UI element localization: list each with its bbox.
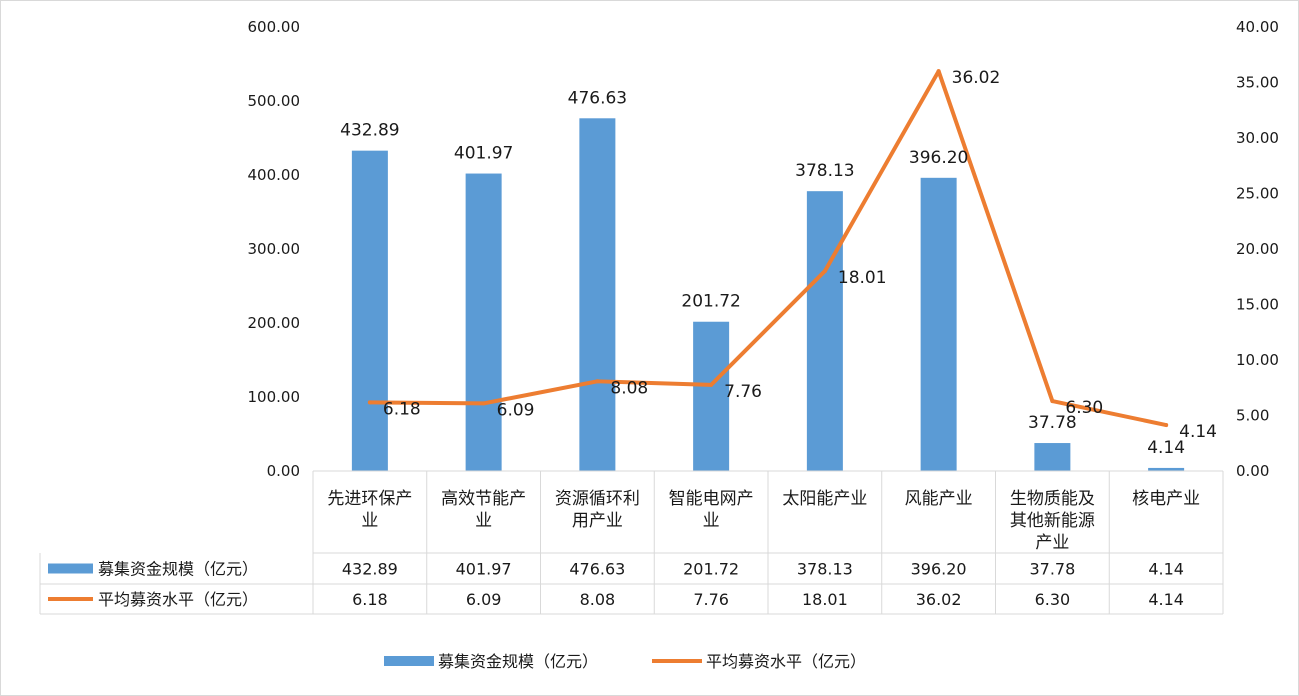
bar [465, 173, 502, 471]
y-right-tick-label: 5.00 [1236, 407, 1269, 425]
y-left-tick-label: 300.00 [248, 240, 301, 258]
category-label-line: 业 [475, 511, 492, 531]
y-left-tick-label: 100.00 [248, 388, 301, 406]
y-right-tick-label: 40.00 [1236, 18, 1279, 36]
table-cell: 8.08 [580, 590, 616, 609]
category-label: 太阳能产业 [782, 489, 867, 509]
y-right-tick-label: 20.00 [1236, 240, 1279, 258]
category-label: 先进环保产业 [327, 489, 412, 531]
bar-data-label: 201.72 [681, 292, 740, 312]
table-cell: 201.72 [683, 560, 739, 579]
category-label: 核电产业 [1132, 489, 1200, 509]
category-label-line: 生物质能及 [1010, 489, 1095, 509]
table-cell: 18.01 [802, 590, 848, 609]
y-right-tick-label: 0.00 [1236, 462, 1269, 480]
category-label-line: 智能电网产 [669, 489, 754, 509]
line-series [367, 69, 1169, 428]
line-data-label: 18.01 [838, 268, 887, 288]
table-row-header: 平均募资水平（亿元） [98, 590, 258, 609]
table-cell: 37.78 [1029, 560, 1075, 579]
category-label-line: 太阳能产业 [782, 489, 867, 509]
line-data-label: 6.30 [1065, 398, 1103, 418]
table-cell: 36.02 [916, 590, 962, 609]
table-cell: 401.97 [456, 560, 512, 579]
line-data-label: 36.02 [952, 68, 1001, 88]
category-label-line: 资源循环利 [555, 489, 640, 509]
y-left-tick-label: 0.00 [267, 462, 300, 480]
table-cell: 476.63 [569, 560, 625, 579]
bar-data-label: 378.13 [795, 161, 854, 181]
y-right-tick-label: 15.00 [1236, 296, 1279, 314]
category-label-line: 先进环保产 [327, 489, 412, 509]
y-left-tick-label: 600.00 [248, 18, 301, 36]
y-right-tick-label: 10.00 [1236, 351, 1279, 369]
bar [1034, 443, 1071, 471]
y-right-tick-label: 35.00 [1236, 74, 1279, 92]
line-data-label: 4.14 [1179, 422, 1217, 442]
legend-label: 募集资金规模（亿元） [438, 652, 598, 671]
bar-data-label: 401.97 [454, 144, 513, 164]
y-left-tick-label: 500.00 [248, 92, 301, 110]
line-point [1164, 423, 1169, 428]
line-point [367, 400, 372, 405]
bar [1148, 467, 1185, 471]
table-cell: 6.18 [352, 590, 388, 609]
table-cell: 396.20 [911, 560, 967, 579]
legend-label: 平均募资水平（亿元） [706, 652, 866, 671]
bar-data-label: 396.20 [909, 148, 968, 168]
bar [351, 150, 388, 471]
category-label-line: 产业 [1035, 533, 1069, 553]
table-cell: 4.14 [1148, 560, 1184, 579]
table-row-header: 募集资金规模（亿元） [98, 560, 258, 579]
bar [806, 191, 843, 471]
table-legend-key-bar [48, 563, 93, 574]
line-data-label: 7.76 [724, 382, 762, 402]
line-data-label: 6.18 [383, 399, 421, 419]
bar-data-label: 37.78 [1028, 413, 1077, 433]
category-label-line: 业 [361, 511, 378, 531]
category-label: 资源循环利用产业 [555, 489, 640, 531]
category-label: 生物质能及其他新能源产业 [1010, 489, 1095, 553]
line-data-label: 8.08 [610, 378, 648, 398]
table-cell: 4.14 [1148, 590, 1184, 609]
y-right-tick-label: 30.00 [1236, 129, 1279, 147]
category-label-line: 核电产业 [1132, 489, 1200, 509]
y-left-tick-label: 200.00 [248, 314, 301, 332]
line-point [936, 69, 941, 74]
category-label: 风能产业 [905, 489, 973, 509]
category-label-line: 风能产业 [905, 489, 973, 509]
bar-data-label: 4.14 [1147, 438, 1185, 458]
table-cell: 6.30 [1035, 590, 1071, 609]
y-right-tick-label: 25.00 [1236, 185, 1279, 203]
line-point [481, 401, 486, 406]
table-cell: 432.89 [342, 560, 398, 579]
line-point [709, 382, 714, 387]
bar [579, 118, 616, 472]
table-cell: 7.76 [693, 590, 729, 609]
bar [920, 177, 957, 471]
category-label: 高效节能产业 [441, 489, 526, 531]
table-cell: 378.13 [797, 560, 853, 579]
bar [693, 321, 730, 471]
category-label-line: 业 [703, 511, 720, 531]
category-label: 智能电网产业 [669, 489, 754, 531]
category-label-line: 用产业 [572, 511, 623, 531]
y-left-tick-label: 400.00 [248, 166, 301, 184]
table-cell: 6.09 [466, 590, 502, 609]
category-label-line: 其他新能源 [1010, 511, 1095, 531]
legend-key-bar [384, 656, 434, 666]
line-point [1050, 399, 1055, 404]
line-point [595, 379, 600, 384]
bar-data-label: 432.89 [340, 121, 399, 141]
line-point [822, 269, 827, 274]
bar-data-label: 476.63 [568, 88, 627, 108]
category-label-line: 高效节能产 [441, 489, 526, 509]
line-data-label: 6.09 [497, 400, 535, 420]
